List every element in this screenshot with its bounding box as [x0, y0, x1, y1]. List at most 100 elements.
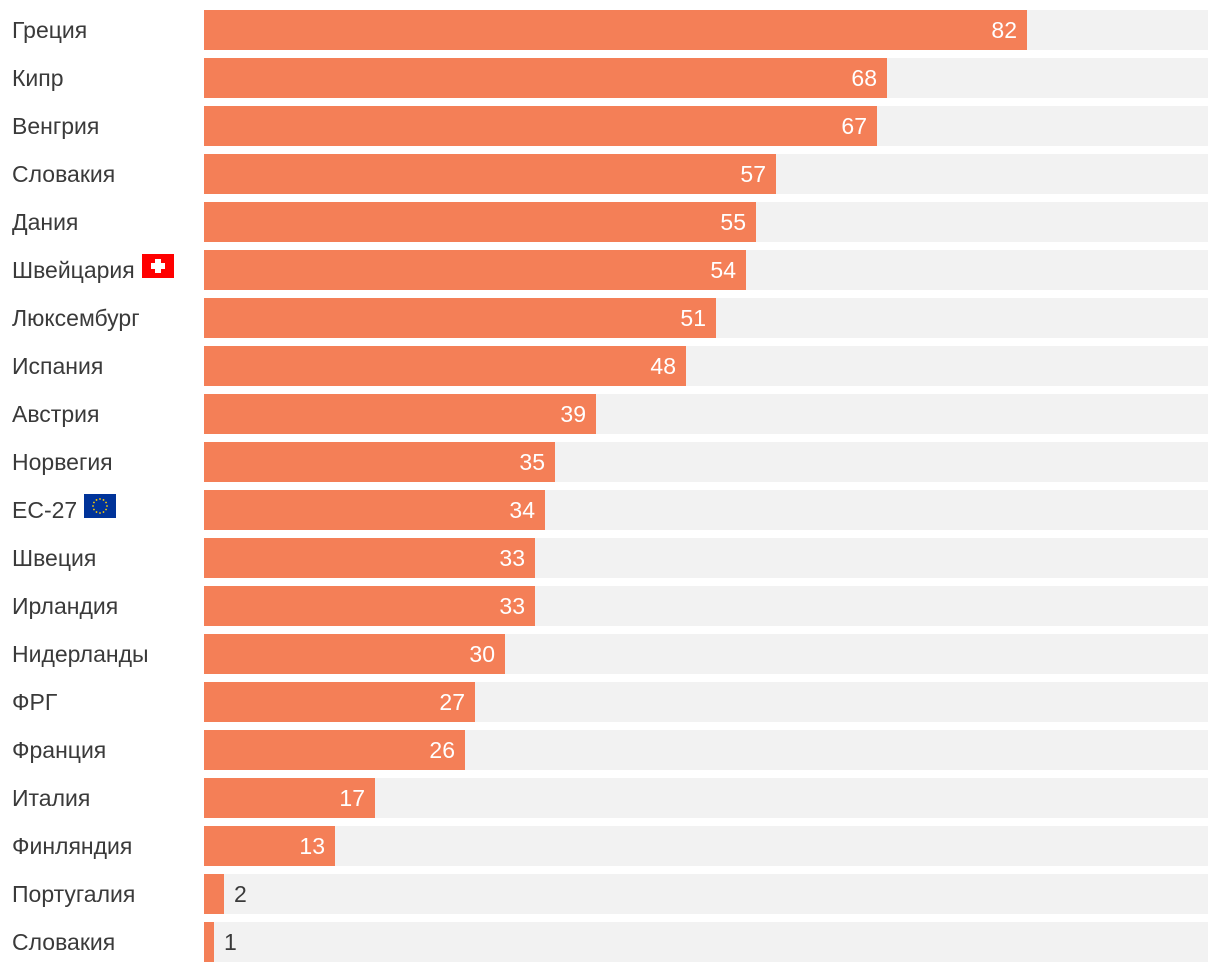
- bar-track: 67: [204, 106, 1208, 146]
- category-label: Норвегия: [12, 442, 113, 482]
- category-label-text: ФРГ: [12, 689, 58, 715]
- bar-track: 82: [204, 10, 1208, 50]
- swiss-flag-icon: [141, 250, 174, 290]
- category-label: Франция: [12, 730, 106, 770]
- value-label: 48: [650, 353, 676, 379]
- bar-track: 48: [204, 346, 1208, 386]
- bar: [204, 826, 335, 866]
- category-label: Австрия: [12, 394, 99, 434]
- category-label-text: Швейцария: [12, 257, 135, 283]
- category-label-text: Люксембург: [12, 305, 140, 331]
- value-label: 67: [841, 113, 867, 139]
- category-label: Португалия: [12, 874, 135, 914]
- bar-row: ФРГ 27: [0, 682, 1220, 722]
- bar-track: 51: [204, 298, 1208, 338]
- category-label: Греция: [12, 10, 87, 50]
- bar-row: Словакия 1: [0, 922, 1220, 962]
- bar-row: Люксембург 51: [0, 298, 1220, 338]
- category-label: ЕС-27: [12, 490, 117, 530]
- category-label: Ирландия: [12, 586, 118, 626]
- bar: [204, 58, 887, 98]
- category-label: Испания: [12, 346, 103, 386]
- value-label: 82: [991, 17, 1017, 43]
- value-label: 51: [680, 305, 706, 331]
- category-label-text: Венгрия: [12, 113, 100, 139]
- category-label-text: Дания: [12, 209, 79, 235]
- bar-track: 57: [204, 154, 1208, 194]
- value-label: 55: [720, 209, 746, 235]
- bar-track: 34: [204, 490, 1208, 530]
- category-label-text: ЕС-27: [12, 497, 78, 523]
- bar: [204, 394, 596, 434]
- value-label: 17: [339, 785, 365, 811]
- category-label: Дания: [12, 202, 78, 242]
- bar: [204, 682, 475, 722]
- category-label: Люксембург: [12, 298, 140, 338]
- category-label: Словакия: [12, 922, 115, 962]
- bar: [204, 202, 756, 242]
- bar-row: Нидерланды 30: [0, 634, 1220, 674]
- bar-row: Австрия 39: [0, 394, 1220, 434]
- category-label-text: Франция: [12, 737, 107, 763]
- category-label: Италия: [12, 778, 90, 818]
- category-label-text: Нидерланды: [12, 641, 149, 667]
- category-label: Швейцария: [12, 250, 174, 290]
- bar: [204, 874, 224, 914]
- bar-track: 39: [204, 394, 1208, 434]
- bar: [204, 298, 716, 338]
- bar-row: Швеция 33: [0, 538, 1220, 578]
- value-label: 57: [740, 161, 766, 187]
- bar: [204, 586, 535, 626]
- bar: [204, 106, 877, 146]
- bar-row: Португалия 2: [0, 874, 1220, 914]
- bar-track: 55: [204, 202, 1208, 242]
- category-label: Швеция: [12, 538, 96, 578]
- value-label: 13: [299, 833, 325, 859]
- bar-row: Италия 17: [0, 778, 1220, 818]
- bar-track: 13: [204, 826, 1208, 866]
- bar-track: 27: [204, 682, 1208, 722]
- bar: [204, 10, 1027, 50]
- eu-flag-icon: [84, 490, 117, 530]
- bar-row: Ирландия 33: [0, 586, 1220, 626]
- bar-row: Словакия 57: [0, 154, 1220, 194]
- bar-track: 54: [204, 250, 1208, 290]
- category-label-text: Норвегия: [12, 449, 113, 475]
- bar-track: 17: [204, 778, 1208, 818]
- category-label-text: Словакия: [12, 161, 116, 187]
- bar: [204, 778, 375, 818]
- category-label: Финляндия: [12, 826, 132, 866]
- bar-track: 2: [204, 874, 1208, 914]
- bar-row: Дания 55: [0, 202, 1220, 242]
- category-label: ФРГ: [12, 682, 57, 722]
- value-label: 27: [439, 689, 465, 715]
- category-label-text: Испания: [12, 353, 104, 379]
- bar: [204, 634, 505, 674]
- bar: [204, 442, 555, 482]
- category-label: Нидерланды: [12, 634, 149, 674]
- bar-track: 1: [204, 922, 1208, 962]
- bar-row: Швейцария 54: [0, 250, 1220, 290]
- bar-track: 26: [204, 730, 1208, 770]
- category-label-text: Австрия: [12, 401, 100, 427]
- bar-row: Финляндия 13: [0, 826, 1220, 866]
- bar: [204, 922, 214, 962]
- bar: [204, 538, 535, 578]
- bar-track: 30: [204, 634, 1208, 674]
- bar: [204, 250, 746, 290]
- bar-track: 33: [204, 538, 1208, 578]
- value-label: 30: [469, 641, 495, 667]
- value-label: 26: [429, 737, 455, 763]
- value-label: 2: [234, 881, 247, 907]
- value-label: 34: [509, 497, 535, 523]
- category-label-text: Кипр: [12, 65, 64, 91]
- bar-track: 68: [204, 58, 1208, 98]
- bar-row: Кипр 68: [0, 58, 1220, 98]
- bar-track: 33: [204, 586, 1208, 626]
- category-label-text: Швеция: [12, 545, 97, 571]
- category-label-text: Финляндия: [12, 833, 133, 859]
- value-label: 35: [519, 449, 545, 475]
- bar-track: 35: [204, 442, 1208, 482]
- value-label: 33: [499, 593, 525, 619]
